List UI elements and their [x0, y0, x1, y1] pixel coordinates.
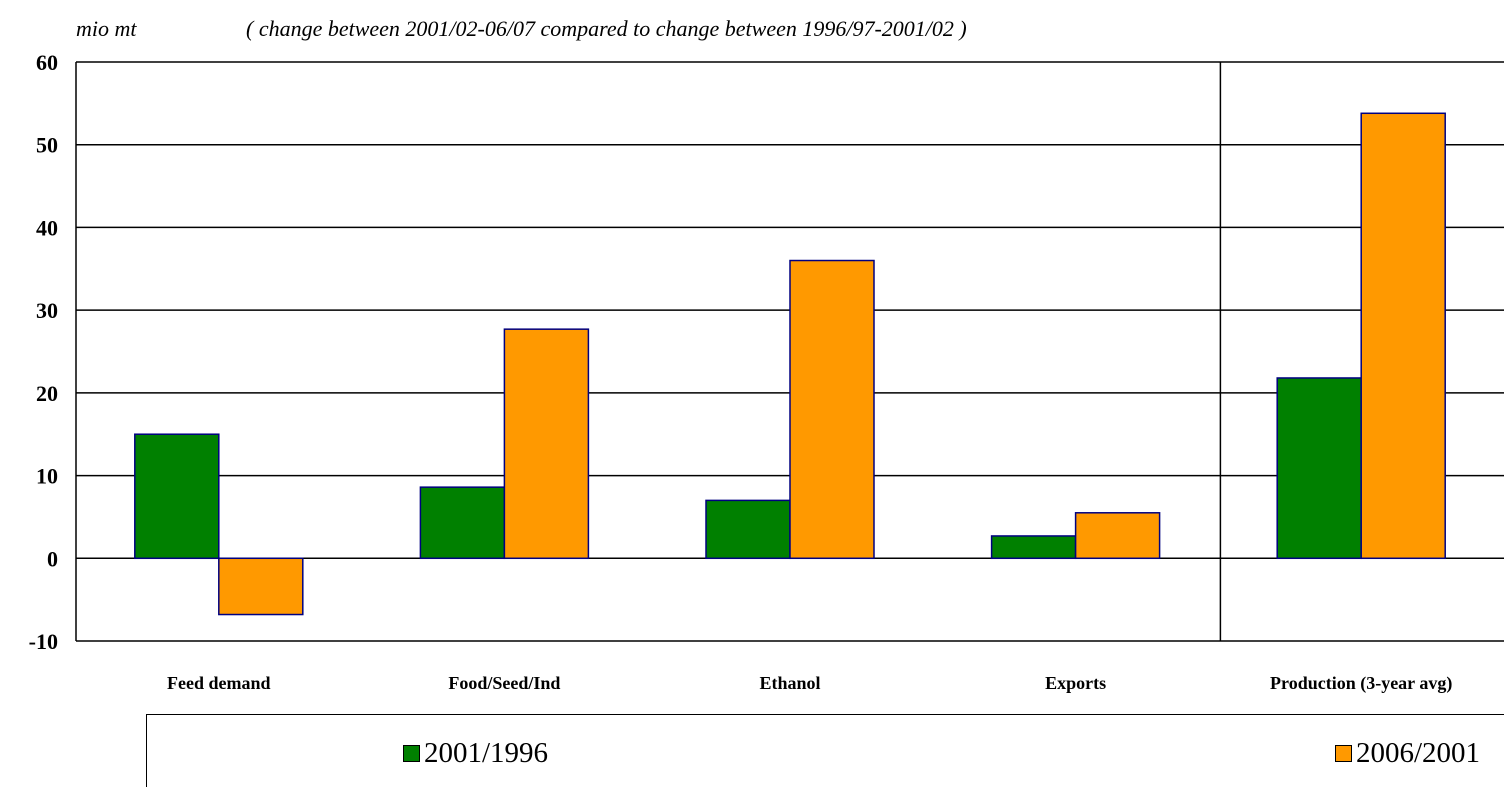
- y-tick-label: -10: [29, 629, 58, 654]
- bar-green: [419, 486, 506, 560]
- legend-item-series-1: 2001/1996: [403, 737, 548, 770]
- bar-orange: [1360, 112, 1446, 560]
- y-tick-label: 50: [36, 133, 58, 158]
- bar-orange: [218, 557, 304, 616]
- y-tick-label: 0: [47, 546, 58, 571]
- legend-swatch-orange: [1335, 745, 1352, 762]
- legend-label: 2006/2001: [1356, 737, 1481, 769]
- bar-green: [990, 535, 1077, 560]
- bar-orange: [503, 328, 590, 560]
- bar-green: [705, 499, 791, 560]
- bar-orange: [789, 259, 875, 560]
- y-tick-label: 10: [36, 464, 58, 489]
- x-category-label: Food/Seed/Ind: [448, 673, 560, 693]
- y-axis-unit-label: mio mt: [76, 16, 137, 41]
- y-tick-label: 20: [36, 381, 58, 406]
- bar-green: [1276, 377, 1362, 560]
- legend-item-series-2: 2006/2001: [1335, 737, 1480, 770]
- bar-green: [134, 433, 220, 560]
- x-category-label: Exports: [1045, 673, 1106, 693]
- legend-label: 2001/1996: [424, 737, 549, 769]
- y-tick-label: 40: [36, 215, 58, 240]
- legend-swatch-green: [403, 745, 420, 762]
- y-tick-label: 60: [36, 50, 58, 75]
- x-category-label: Feed demand: [167, 673, 271, 693]
- y-tick-label: 30: [36, 298, 58, 323]
- bar-chart: 60 50 40 30 20 10 0 -10 Feed demand Food/Seed/Ind…: [29, 50, 1504, 694]
- x-category-label: Production (3-year avg): [1270, 673, 1452, 694]
- bar-orange: [1074, 512, 1161, 560]
- x-category-label: Ethanol: [759, 673, 820, 693]
- chart-subtitle: ( change between 2001/02-06/07 compared …: [246, 16, 967, 41]
- legend: 2001/1996 2006/2001: [146, 714, 1504, 787]
